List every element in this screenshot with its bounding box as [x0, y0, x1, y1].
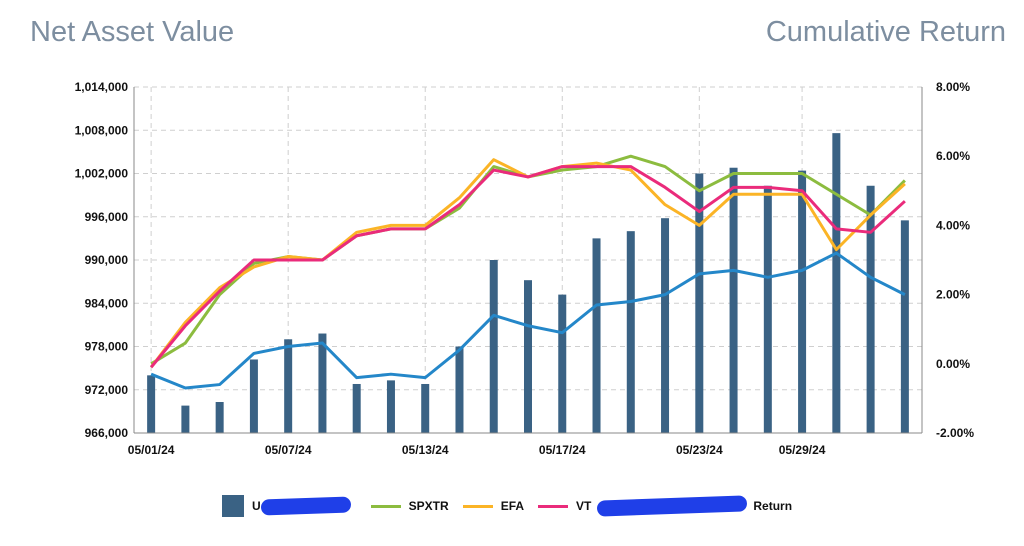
- nav-bar: [181, 405, 190, 433]
- x-tick-label: 05/29/24: [779, 443, 826, 457]
- legend-label-vt: VT: [576, 499, 592, 513]
- legend-item-nav: U: [222, 495, 357, 517]
- y-left-tick-label: 966,000: [85, 426, 129, 440]
- nav-bar: [592, 238, 601, 433]
- y-left-tick-label: 990,000: [85, 253, 129, 267]
- y-left-tick-label: 1,014,000: [75, 80, 129, 94]
- redaction-scribble: [260, 496, 351, 516]
- right-title: Cumulative Return: [765, 16, 1006, 48]
- nav-bar: [249, 359, 258, 433]
- nav-bar: [421, 383, 430, 433]
- nav-bar: [763, 185, 772, 433]
- legend-item-vt: VT Return: [538, 495, 793, 517]
- nav-bar: [524, 280, 532, 433]
- nav-bar: [352, 383, 361, 433]
- nav-bar: [798, 170, 807, 433]
- left-title: Net Asset Value: [30, 16, 235, 48]
- nav-bar: [455, 346, 464, 433]
- y-left-tick-label: 984,000: [85, 296, 129, 310]
- chart-legend: U SPXTR EFA VT Return: [222, 494, 806, 518]
- x-tick-label: 05/07/24: [265, 443, 312, 457]
- legend-label-spxtr: SPXTR: [408, 499, 449, 513]
- x-tick-label: 05/23/24: [676, 443, 723, 457]
- nav-bar: [215, 402, 224, 433]
- x-tick-label: 05/01/24: [128, 443, 175, 457]
- legend-swatch-efa: [462, 504, 493, 508]
- nav-bar: [489, 260, 498, 433]
- nav-bar: [284, 339, 293, 433]
- y-right-tick-label: 8.00%: [936, 80, 970, 94]
- nav-bar: [318, 333, 327, 433]
- nav-bar: [558, 294, 567, 433]
- x-tick-label: 05/13/24: [402, 443, 449, 457]
- nav-bar: [729, 167, 738, 433]
- x-tick-label: 05/17/24: [539, 443, 586, 457]
- series-line-vt: [149, 165, 906, 369]
- legend-swatch-nav: [222, 495, 244, 517]
- legend-item-spxtr: SPXTR: [370, 499, 449, 513]
- legend-label-return: Return: [753, 499, 793, 513]
- redaction-scribble: [597, 495, 748, 517]
- nav-bar: [900, 220, 909, 433]
- y-left-tick-label: 996,000: [85, 210, 129, 224]
- y-right-tick-label: 0.00%: [936, 357, 970, 371]
- legend-swatch-vt: [538, 504, 569, 508]
- y-left-tick-label: 1,002,000: [75, 167, 129, 181]
- nav-bar: [386, 380, 395, 433]
- nav-bar: [832, 133, 841, 433]
- nav-bar: [147, 375, 156, 433]
- legend-item-efa: EFA: [462, 499, 525, 513]
- legend-swatch-spxtr: [370, 504, 401, 508]
- y-right-tick-label: -2.00%: [936, 426, 974, 440]
- y-left-tick-label: 972,000: [85, 383, 129, 397]
- y-right-tick-label: 6.00%: [936, 149, 970, 163]
- series-line-cum: [150, 251, 906, 390]
- y-left-tick-label: 1,008,000: [75, 123, 129, 137]
- nav-bar: [626, 231, 635, 433]
- nav-bar: [695, 173, 704, 433]
- nav-bar: [661, 218, 670, 433]
- legend-label-nav: U: [252, 499, 261, 513]
- legend-label-efa: EFA: [500, 499, 525, 513]
- y-left-tick-label: 978,000: [85, 340, 129, 354]
- nav-bar: [866, 185, 875, 433]
- y-right-tick-label: 4.00%: [936, 218, 970, 232]
- y-right-tick-label: 2.00%: [936, 288, 970, 302]
